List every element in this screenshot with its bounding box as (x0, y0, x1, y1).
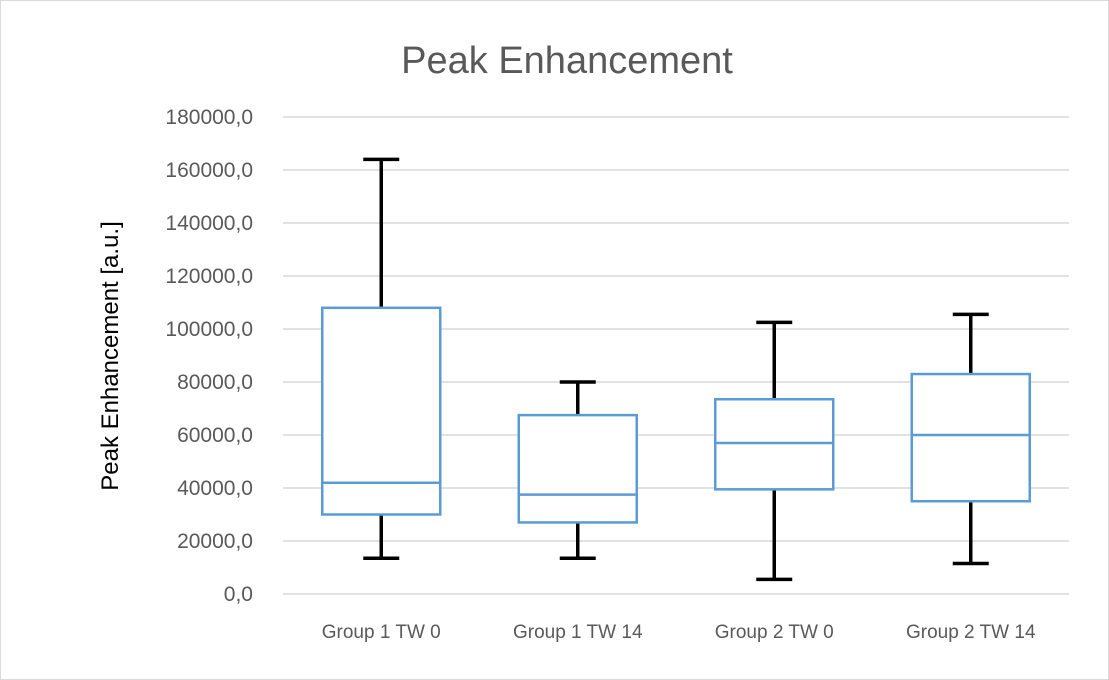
y-tick-label: 40000,0 (177, 477, 253, 500)
y-tick-label: 100000,0 (165, 318, 253, 341)
x-tick-label: Group 1 TW 0 (322, 622, 441, 643)
iqr-box (321, 306, 442, 516)
x-tick-label: Group 1 TW 14 (513, 622, 643, 643)
y-tick-label: 120000,0 (165, 265, 253, 288)
x-tick-label: Group 2 TW 0 (715, 622, 834, 643)
box-group (714, 320, 835, 582)
y-tick-label: 0,0 (224, 583, 253, 606)
box-group (517, 380, 638, 560)
y-tick-label: 20000,0 (177, 530, 253, 553)
y-axis-label: Peak Enhancement [a.u.] (97, 221, 124, 491)
y-tick-label: 60000,0 (177, 424, 253, 447)
box-group (321, 157, 442, 560)
x-axis-ticks: Group 1 TW 0 Group 1 TW 14 Group 2 TW 0 Gro… (322, 622, 1036, 643)
iqr-box (714, 397, 835, 491)
iqr-box (910, 372, 1031, 503)
y-axis-ticks: 0,0 20000,0 40000,0 60000,0 80000,0 100000,0 1… (165, 106, 253, 606)
x-tick-label: Group 2 TW 14 (906, 622, 1036, 643)
box-group (910, 312, 1031, 566)
y-tick-label: 160000,0 (165, 159, 253, 182)
chart-title: Peak Enhancement (401, 40, 733, 82)
y-tick-label: 140000,0 (165, 212, 253, 235)
y-tick-label: 80000,0 (177, 371, 253, 394)
box-series (321, 157, 1031, 582)
iqr-box (517, 413, 638, 524)
y-tick-label: 180000,0 (165, 106, 253, 129)
